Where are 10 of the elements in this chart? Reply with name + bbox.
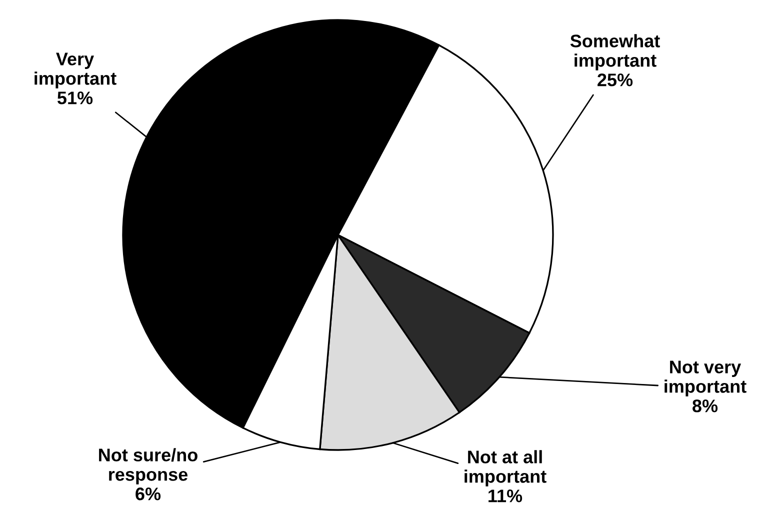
slice-label: Somewhat important <box>570 34 660 70</box>
data-label: 25% <box>598 74 633 86</box>
slice-label: Not very important <box>664 360 746 396</box>
slice-label: Not sure/no response <box>99 448 198 484</box>
slice-label: Not at all important <box>464 450 546 486</box>
data-label: 6% <box>136 488 161 500</box>
data-label: 51% <box>57 92 93 104</box>
slice-label: Very important <box>34 52 116 88</box>
data-label: 11% <box>488 490 522 502</box>
data-label: 8% <box>692 400 718 412</box>
